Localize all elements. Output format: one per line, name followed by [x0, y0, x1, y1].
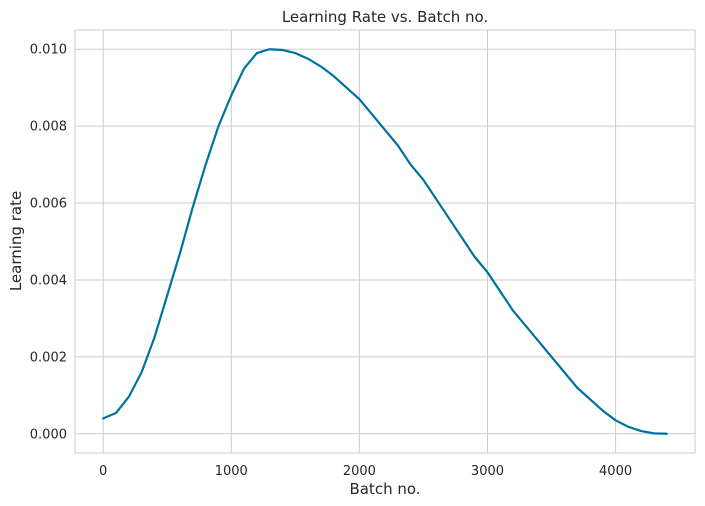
y-tick-label: 0.002 [30, 350, 67, 365]
x-tick-label: 1000 [215, 464, 248, 479]
y-tick-labels: 0.000 0.002 0.004 0.006 0.008 0.010 [30, 43, 67, 443]
y-tick-label: 0.006 [30, 197, 67, 212]
y-tick-label: 0.004 [30, 273, 67, 288]
x-axis-label: Batch no. [349, 480, 420, 498]
series-line [102, 48, 668, 435]
x-grid-lines [102, 30, 617, 453]
y-tick-label: 0.010 [30, 43, 67, 58]
x-tick-label: 3000 [471, 464, 504, 479]
y-tick-label: 0.008 [30, 120, 67, 135]
x-tick-labels: 0 1000 2000 3000 4000 [99, 464, 632, 479]
x-tick-label: 2000 [343, 464, 376, 479]
x-tick-label: 0 [99, 464, 107, 479]
x-tick-label: 4000 [599, 464, 632, 479]
y-grid-lines [75, 48, 695, 435]
y-tick-label: 0.000 [30, 427, 67, 442]
chart-title: Learning Rate vs. Batch no. [282, 8, 488, 26]
y-axis-label: Learning rate [7, 191, 25, 291]
plot-area [74, 29, 696, 454]
